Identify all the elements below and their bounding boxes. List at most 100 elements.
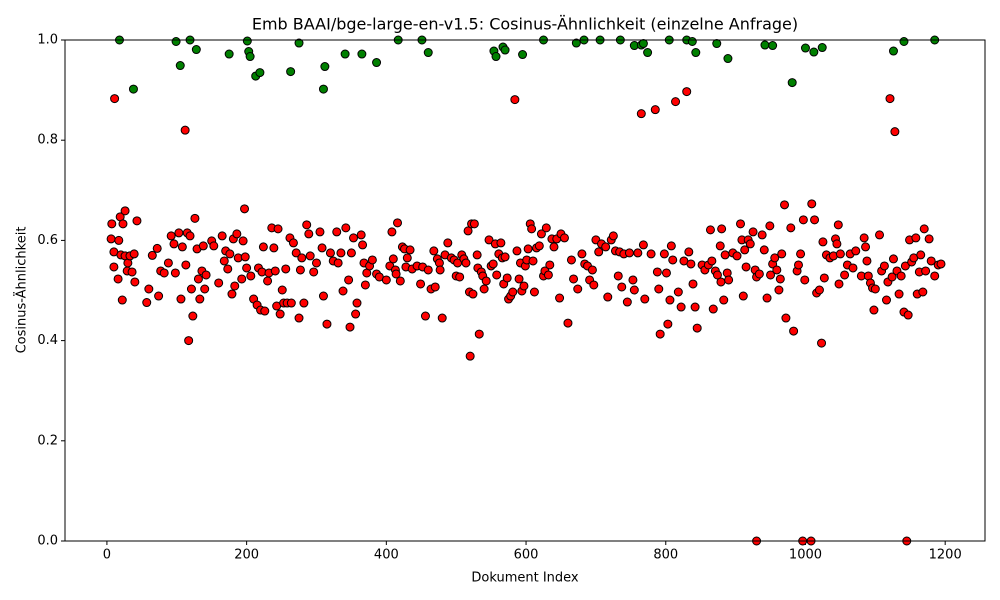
point [325,248,335,258]
point [870,284,880,294]
plot-frame [64,39,986,542]
point [344,275,354,285]
point [796,249,806,259]
point [322,319,332,329]
point [435,265,445,275]
point [455,272,465,282]
point [166,231,176,241]
point [633,248,643,258]
point [345,322,355,332]
point [759,245,769,255]
point [175,61,185,71]
point [869,305,879,315]
point [555,293,565,303]
point [528,256,538,266]
point [738,291,748,301]
point [514,274,524,284]
point [185,231,195,241]
point [118,219,128,229]
point [754,269,764,279]
point [885,94,895,104]
point [723,54,733,64]
y-axis-label: Cosinus-Ähnlichkeit [14,227,30,354]
point [128,84,138,94]
point [181,260,191,270]
point [833,220,843,230]
point [423,265,433,275]
point [911,233,921,243]
point [299,298,309,308]
point [372,58,382,68]
point [529,287,539,297]
point [357,49,367,59]
point [463,226,473,236]
point [227,289,237,299]
point [171,37,181,47]
point [563,318,573,328]
point [926,256,936,266]
point [798,215,808,225]
point [269,243,279,253]
point [777,249,787,259]
point [745,239,755,249]
point [571,38,581,48]
point [536,229,546,239]
point [577,249,587,259]
point [109,262,119,272]
point [666,241,676,251]
x-tick-label: 1200 [929,548,962,563]
point [129,249,139,259]
point [687,37,697,47]
point [232,229,242,239]
point [387,227,397,237]
point [654,284,664,294]
point [107,219,117,229]
point [317,243,327,253]
point [117,295,127,305]
point [622,297,632,307]
point [519,281,529,291]
point [545,260,555,270]
point [624,248,634,258]
point [936,259,946,269]
x-tick-label: 600 [514,548,539,563]
x-axis-label: Dokument Index [471,571,579,586]
point [608,231,618,241]
y-tick-label: 0.4 [37,333,58,348]
point [309,267,319,277]
point [240,252,250,262]
point [340,49,350,59]
point [351,309,361,319]
point [793,260,803,270]
point [465,351,475,361]
point [169,239,179,249]
point [305,251,315,261]
y-tick-label: 0.8 [37,133,58,148]
point [468,289,478,299]
point [420,311,430,321]
y-tick-label: 1.0 [37,33,58,48]
point [237,274,247,284]
point [859,233,869,243]
point [294,38,304,48]
point [294,313,304,323]
y-tick-label: 0.6 [37,233,58,248]
point [304,229,314,239]
point [810,215,820,225]
point [789,326,799,336]
point [281,264,291,274]
point [491,52,501,62]
point [144,284,154,294]
point [851,246,861,256]
point [217,231,227,241]
point [534,241,544,251]
point [875,230,885,240]
point [496,238,506,248]
point [732,251,742,261]
point [263,276,273,286]
point [691,48,701,58]
point [437,313,447,323]
point [469,219,479,229]
point [774,285,784,295]
point [500,252,510,262]
